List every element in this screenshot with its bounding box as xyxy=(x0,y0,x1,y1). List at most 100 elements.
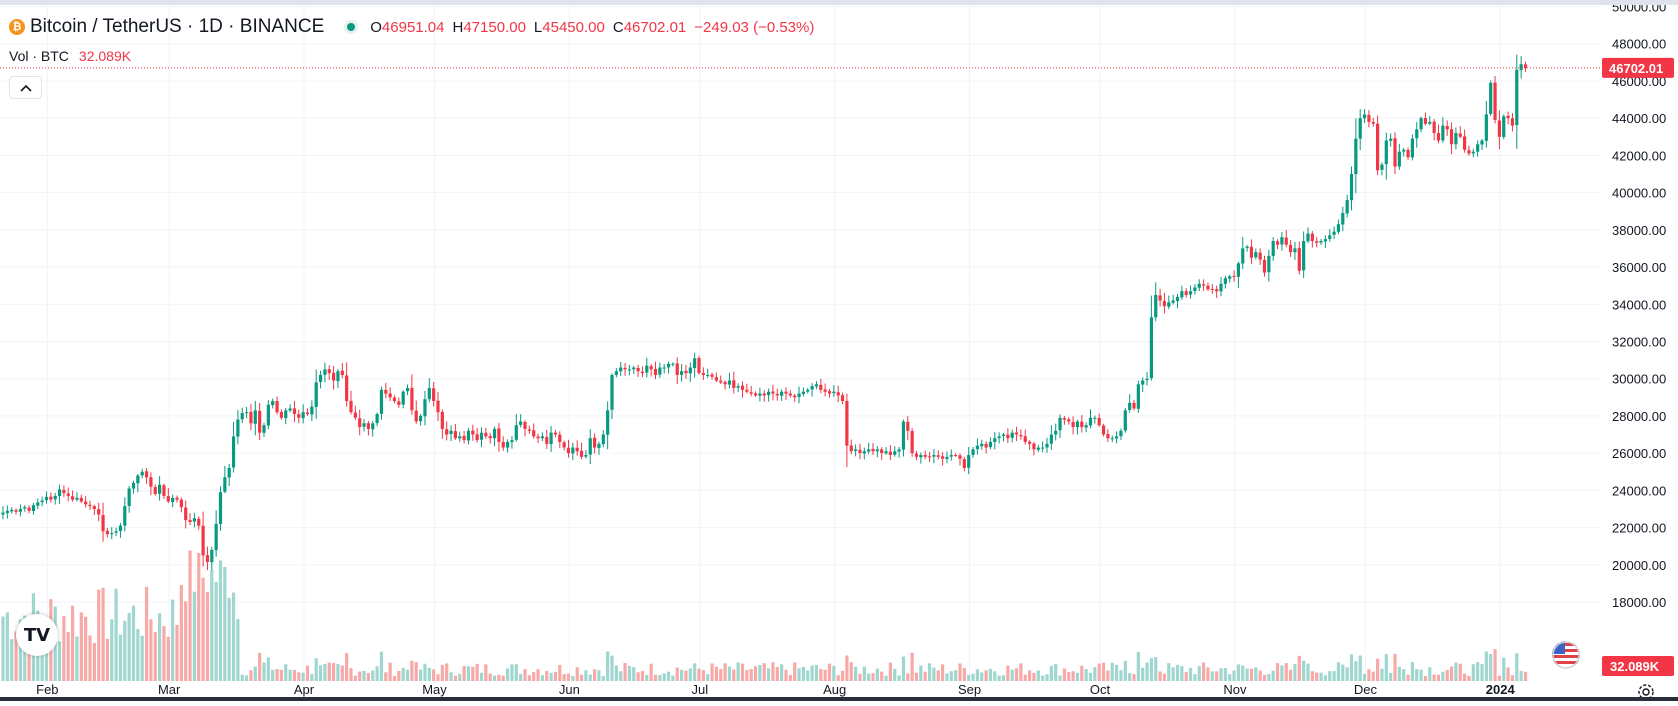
volume-label[interactable]: Vol · BTC xyxy=(9,48,69,64)
volume-bar xyxy=(666,671,671,681)
price-chart[interactable]: 18000.00 20000.00 22000.00 24000.00 26000.00… xyxy=(0,5,1678,697)
volume-bar xyxy=(1341,664,1345,681)
candle-body xyxy=(57,489,62,497)
candle-body xyxy=(66,493,70,496)
volume-bar xyxy=(1032,672,1036,681)
candle-body xyxy=(666,363,671,368)
candle-body xyxy=(1175,296,1180,302)
candle-body xyxy=(1497,120,1501,137)
collapse-legend-button[interactable] xyxy=(9,76,42,99)
volume-bar xyxy=(514,664,518,681)
candle-body xyxy=(462,435,466,441)
candle-body xyxy=(1223,278,1227,284)
volume-bar xyxy=(258,652,262,681)
volume-bar xyxy=(519,673,523,681)
volume-bar xyxy=(610,655,614,681)
candle-body xyxy=(697,358,701,374)
candle-body xyxy=(49,496,53,500)
candle-body xyxy=(236,419,240,437)
volume-bar xyxy=(144,586,149,681)
volume-bar xyxy=(84,616,88,681)
candle-body xyxy=(967,454,971,468)
candle-body xyxy=(845,401,849,446)
volume-bar xyxy=(79,612,83,681)
volume-bar xyxy=(419,669,423,681)
candle-body xyxy=(914,453,919,457)
volume-bar xyxy=(1219,668,1223,681)
volume-bar xyxy=(462,666,466,681)
volume-bar xyxy=(1436,674,1441,681)
candle-body xyxy=(510,440,514,443)
bitcoin-icon: ₿ xyxy=(9,19,25,35)
volume-bar xyxy=(453,675,457,681)
volume-bar xyxy=(1193,674,1197,681)
candle-body xyxy=(927,456,932,458)
price-tick-label: 38000.00 xyxy=(1612,223,1666,238)
time-tick-label: Dec xyxy=(1354,682,1378,697)
change-value: −249.03 (−0.53%) xyxy=(694,18,815,36)
volume-bar xyxy=(262,662,266,681)
volume-bar xyxy=(1184,672,1188,681)
volume-bar xyxy=(684,670,688,681)
volume-bar xyxy=(1145,662,1149,681)
volume-bar xyxy=(1332,671,1336,681)
candle-body xyxy=(932,454,936,457)
candle-body xyxy=(980,443,984,447)
candle-body xyxy=(919,454,923,458)
candle-body xyxy=(910,431,914,454)
candle-body xyxy=(1489,82,1493,114)
volume-bar xyxy=(1041,675,1045,681)
volume-bar xyxy=(1171,667,1175,681)
candle-body xyxy=(658,367,662,375)
volume-bar xyxy=(349,668,353,681)
volume-bar xyxy=(571,675,575,681)
candle-body xyxy=(1232,276,1236,278)
volume-bar xyxy=(249,670,253,681)
volume-bar xyxy=(1480,664,1484,681)
candle-body xyxy=(706,374,710,376)
candle-body xyxy=(249,411,253,424)
candle-body xyxy=(649,366,653,370)
candle-body xyxy=(1293,248,1297,253)
volume-tag: 32.089K xyxy=(1602,656,1674,676)
volume-bar xyxy=(318,665,323,681)
candle-body xyxy=(958,455,962,459)
candle-body xyxy=(488,435,492,439)
volume-bar xyxy=(449,672,453,681)
volume-bar xyxy=(292,669,297,681)
candle-body xyxy=(832,391,836,394)
candle-body xyxy=(997,436,1001,439)
volume-bar xyxy=(941,664,945,681)
candle-body xyxy=(1202,284,1206,286)
volume-bar xyxy=(623,662,627,681)
candle-body xyxy=(941,456,945,459)
candle-body xyxy=(44,496,49,501)
market-status-icon[interactable] xyxy=(344,20,359,34)
candle-body xyxy=(288,408,292,411)
symbol-title[interactable]: Bitcoin / TetherUS · 1D · BINANCE xyxy=(30,16,325,37)
volume-bar xyxy=(427,667,431,681)
us-flag-icon[interactable] xyxy=(1552,641,1580,669)
volume-bar xyxy=(223,566,227,681)
candle-body xyxy=(375,414,379,424)
volume-bar xyxy=(1406,674,1410,681)
candle-body xyxy=(101,515,105,532)
volume-bar xyxy=(627,665,631,681)
volume-bar xyxy=(836,675,840,681)
candle-body xyxy=(906,421,910,431)
candle-body xyxy=(449,430,453,434)
chevron-up-icon xyxy=(19,84,32,92)
candle-body xyxy=(962,459,966,469)
volume-bar xyxy=(323,663,327,681)
price-tick-label: 30000.00 xyxy=(1612,372,1666,387)
tradingview-logo[interactable]: TV xyxy=(16,614,58,656)
volume-bar xyxy=(279,669,283,681)
volume-bar xyxy=(527,675,531,681)
candle-body xyxy=(1149,317,1153,379)
volume-bar xyxy=(114,588,118,681)
candle-body xyxy=(523,421,527,429)
volume-bar xyxy=(414,662,418,681)
volume-bar xyxy=(1101,662,1106,681)
volume-bar xyxy=(275,669,279,681)
volume-bar xyxy=(497,674,501,681)
